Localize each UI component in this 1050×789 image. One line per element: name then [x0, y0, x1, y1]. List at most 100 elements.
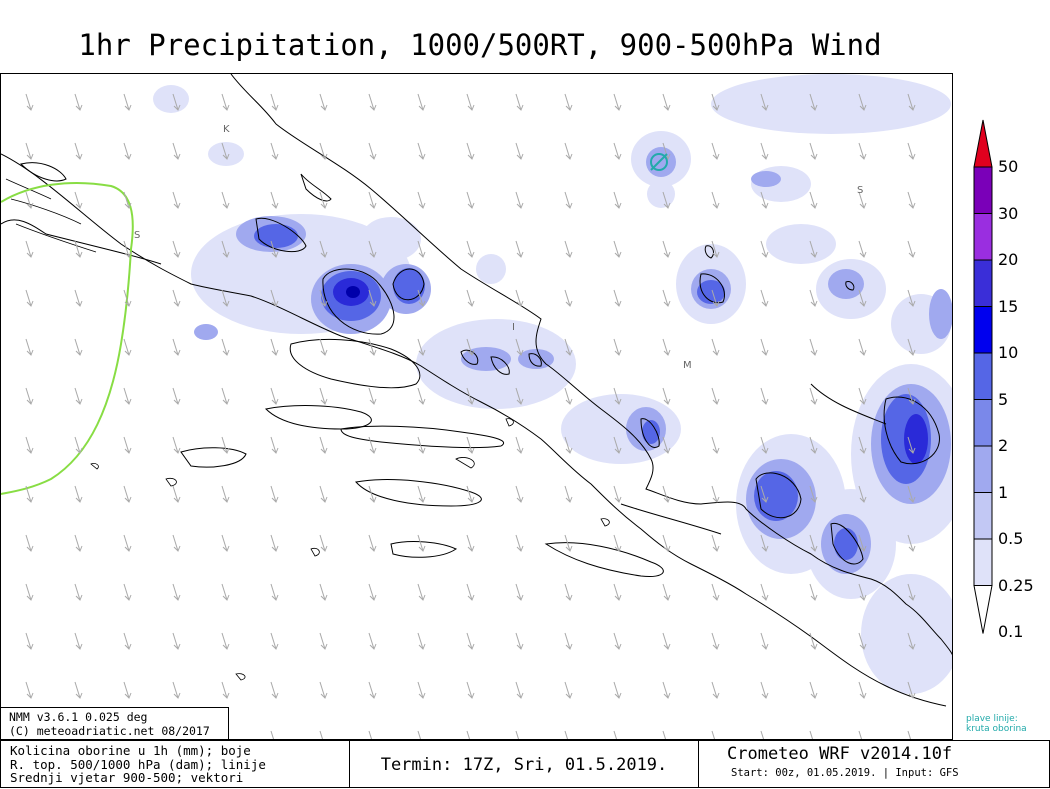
wind-vector-arrow	[25, 534, 32, 552]
wind-vector-arrow	[515, 436, 522, 454]
wind-vector-arrow	[858, 240, 865, 258]
wind-vector-head	[369, 153, 377, 160]
wind-vector-head	[271, 545, 279, 552]
wind-vector-arrow	[123, 436, 130, 454]
wind-vector-head	[26, 153, 34, 160]
wind-vector-arrow	[25, 338, 32, 356]
wind-vector-arrow	[760, 191, 767, 209]
wind-vector-head	[369, 643, 377, 650]
wind-vector-head	[124, 447, 132, 454]
wind-vector-head	[663, 300, 671, 307]
wind-vector-arrow	[25, 436, 32, 454]
wind-vector-head	[418, 594, 426, 601]
footer-description: Kolicina oborine u 1h (mm); boje R. top.…	[0, 740, 350, 788]
wind-vector-arrow	[319, 632, 326, 650]
wind-vector-arrow	[319, 436, 326, 454]
wind-vector-head	[124, 545, 132, 552]
wind-vector-arrow	[515, 240, 522, 258]
wind-vector-head	[712, 349, 720, 356]
wind-vector-arrow	[417, 338, 424, 356]
wind-vector-arrow	[466, 583, 473, 601]
wind-vector-arrow	[368, 485, 375, 503]
wind-vector-head	[614, 594, 622, 601]
wind-vector-head	[761, 300, 769, 307]
wind-vector-arrow	[760, 387, 767, 405]
footer: Kolicina oborine u 1h (mm); boje R. top.…	[0, 740, 1050, 788]
map-title: 1hr Precipitation, 1000/500RT, 900-500hP…	[78, 28, 882, 62]
wind-vector-arrow	[221, 93, 228, 111]
region-label: I	[512, 322, 515, 333]
wind-vector-arrow	[858, 387, 865, 405]
wind-vector-arrow	[662, 583, 669, 601]
wind-vector-arrow	[711, 583, 718, 601]
wind-vector-arrow	[25, 142, 32, 160]
wind-vector-arrow	[809, 436, 816, 454]
wind-vector-arrow	[466, 338, 473, 356]
wind-vector-arrow	[662, 730, 667, 739]
wind-vector-arrow	[172, 289, 179, 307]
wind-vector-arrow	[907, 583, 914, 601]
wind-vector-head	[614, 202, 622, 209]
wind-vector-arrow	[711, 387, 718, 405]
wind-vector-arrow	[809, 338, 816, 356]
wind-vector-arrow	[564, 632, 571, 650]
wind-vector-head	[908, 202, 916, 209]
wind-vector-head	[222, 349, 230, 356]
wind-vector-arrow	[417, 583, 424, 601]
wind-vector-arrow	[74, 93, 81, 111]
wind-vector-arrow	[809, 485, 816, 503]
wind-vector-arrow	[319, 583, 326, 601]
wind-vector-arrow	[319, 387, 326, 405]
wind-vector-head	[810, 104, 818, 111]
wind-vector-arrow	[368, 338, 375, 356]
wind-vector-arrow	[858, 338, 865, 356]
wind-vector-head	[124, 594, 132, 601]
wind-vector-arrow	[221, 485, 228, 503]
desc-line2: R. top. 500/1000 hPa (dam); linije	[10, 756, 266, 772]
precipitation-map[interactable]: K S S I M	[0, 73, 953, 740]
wind-vector-head	[859, 104, 867, 111]
wind-vector-head	[467, 349, 475, 356]
wind-vector-arrow	[515, 338, 522, 356]
wind-vector-arrow	[466, 240, 473, 258]
wind-vector-head	[26, 496, 34, 503]
wind-vector-head	[859, 349, 867, 356]
wind-vector-arrow	[123, 387, 130, 405]
wind-vector-arrow	[368, 191, 375, 209]
wind-vector-head	[222, 594, 230, 601]
wind-vector-arrow	[172, 534, 179, 552]
wind-vector-head	[761, 153, 769, 160]
wind-vector-head	[859, 594, 867, 601]
wind-vector-head	[614, 496, 622, 503]
wind-vector-arrow	[319, 338, 326, 356]
wind-vector-head	[712, 545, 720, 552]
wind-vector-arrow	[662, 436, 669, 454]
wind-vector-head	[320, 643, 328, 650]
wind-vector-arrow	[809, 289, 816, 307]
wind-vector-arrow	[858, 436, 865, 454]
wind-vector-arrow	[907, 289, 914, 307]
region-label: S	[134, 230, 140, 241]
wind-vector-arrow	[564, 289, 571, 307]
wind-vector-head	[810, 447, 818, 454]
wind-vector-arrow	[270, 240, 277, 258]
wind-vector-head	[761, 496, 769, 503]
wind-vector-arrow	[613, 338, 620, 356]
wind-vector-arrow	[515, 387, 522, 405]
wind-vector-arrow	[760, 681, 767, 699]
wind-vector-head	[712, 104, 720, 111]
wind-vector-arrow	[368, 387, 375, 405]
wind-vector-head	[663, 202, 671, 209]
wind-vector-head	[810, 153, 818, 160]
wind-vector-head	[614, 643, 622, 650]
wind-vector-arrow	[417, 142, 424, 160]
wind-vector-head	[222, 300, 230, 307]
wind-vector-arrow	[907, 681, 914, 699]
wind-vector-arrow	[74, 485, 81, 503]
wind-vector-head	[271, 153, 279, 160]
wind-vector-arrow	[123, 240, 130, 258]
wind-vector-head	[810, 692, 818, 699]
wind-vector-head	[124, 349, 132, 356]
wind-vector-arrow	[907, 191, 914, 209]
wind-vector-head	[369, 447, 377, 454]
